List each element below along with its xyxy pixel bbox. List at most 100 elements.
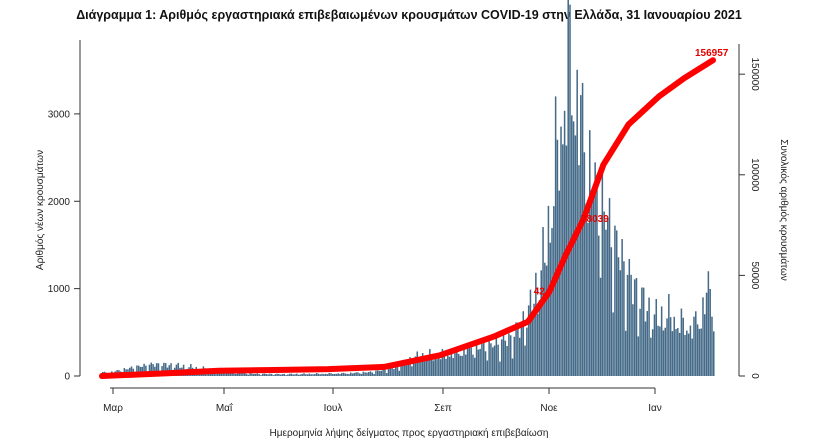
bar [252, 373, 255, 376]
bar [312, 374, 314, 376]
bar [450, 352, 453, 376]
bar [436, 359, 438, 376]
bar [427, 357, 429, 376]
bar [411, 366, 413, 376]
bar [711, 316, 713, 376]
bar [536, 313, 539, 376]
bar [660, 306, 663, 376]
bar [351, 373, 354, 376]
bar [556, 139, 559, 376]
bar [506, 345, 508, 376]
bar [452, 357, 454, 376]
bar [563, 110, 566, 377]
bar [560, 126, 562, 376]
bar [448, 356, 451, 376]
bar [509, 335, 512, 376]
bar [398, 370, 401, 376]
bar [486, 360, 489, 376]
bar [475, 341, 478, 376]
bar [137, 365, 140, 376]
bar [332, 373, 334, 376]
bar [457, 353, 460, 376]
bar [274, 374, 277, 376]
bar [491, 347, 494, 376]
bar [278, 373, 280, 376]
x-tick-label: Μαΐ [216, 402, 233, 414]
bar [653, 314, 656, 376]
bar [511, 358, 514, 376]
bar [700, 328, 702, 376]
bar [580, 95, 582, 377]
bar [321, 373, 323, 376]
bar [281, 374, 284, 376]
bar [691, 338, 693, 376]
bar [384, 369, 386, 376]
bar [341, 373, 343, 376]
bar [623, 261, 625, 376]
bar [375, 370, 377, 376]
bar [689, 325, 692, 376]
line-callout: 78039 [581, 214, 609, 225]
bar [227, 372, 230, 376]
bar [594, 162, 596, 376]
bar [400, 365, 402, 376]
bar [641, 287, 643, 376]
bar [657, 325, 659, 376]
bar [468, 343, 471, 376]
bar [526, 327, 528, 376]
bar [323, 374, 325, 376]
bar [615, 230, 618, 376]
bar [702, 297, 704, 376]
bar [296, 373, 298, 376]
bar [152, 364, 154, 376]
bar [624, 330, 627, 376]
bar [249, 373, 251, 376]
bar [693, 316, 695, 376]
bar [423, 361, 426, 376]
bar [364, 372, 366, 376]
bar [220, 372, 223, 376]
bar [337, 373, 339, 376]
bar [589, 130, 591, 376]
bar [245, 373, 248, 376]
bar [583, 152, 586, 376]
bar [651, 329, 654, 376]
bar [240, 373, 242, 376]
bar [605, 229, 607, 376]
bar [472, 354, 474, 376]
bar [500, 339, 503, 376]
bar [263, 373, 266, 376]
bar [130, 366, 133, 376]
bar [344, 373, 347, 376]
callouts: 156957 78039 42 [534, 48, 729, 297]
bar [610, 247, 613, 376]
bar [581, 82, 584, 376]
bar [633, 279, 636, 376]
bar [272, 375, 275, 376]
bar [684, 334, 686, 376]
bar [484, 351, 487, 376]
bar [599, 277, 602, 376]
bar [371, 372, 374, 376]
bar [502, 335, 505, 376]
bar [518, 337, 521, 376]
bar [306, 374, 309, 376]
bar [630, 274, 632, 376]
bar [535, 272, 537, 376]
bar [585, 203, 587, 376]
bar-series [102, 0, 715, 377]
bar [366, 372, 368, 376]
bar [666, 318, 668, 376]
bar [342, 372, 345, 376]
bar [432, 360, 435, 376]
bar [680, 308, 683, 376]
bar [367, 372, 370, 376]
bar [218, 371, 221, 376]
bar [380, 370, 383, 376]
bar [553, 206, 555, 376]
x-axis-label: Ημερομηνία λήψης δείγματος προς εργαστηρ… [270, 427, 549, 439]
bar [290, 373, 293, 376]
bar [644, 321, 647, 376]
bar [267, 374, 269, 376]
